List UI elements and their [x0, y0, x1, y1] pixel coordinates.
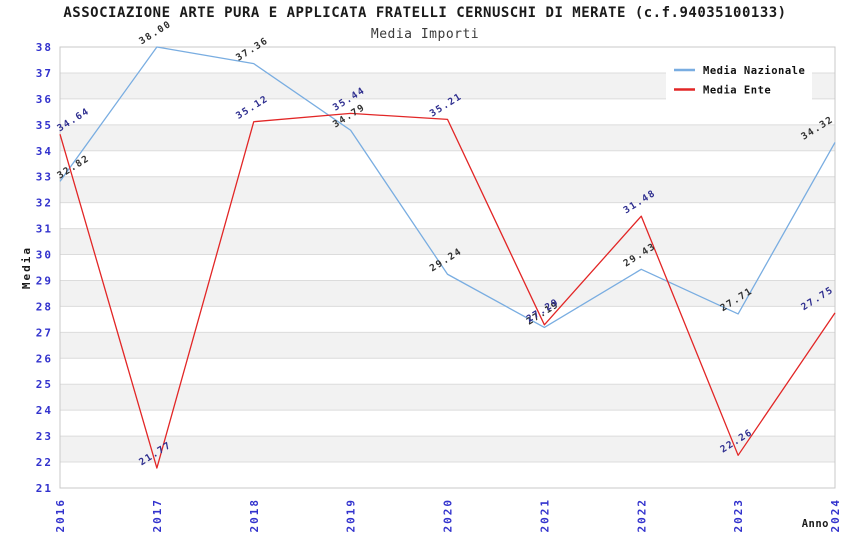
y-tick-label: 26: [36, 352, 53, 365]
x-tick-label: 2021: [538, 498, 551, 533]
y-tick-label: 36: [36, 93, 53, 106]
x-tick-label: 2018: [248, 498, 261, 533]
series-line-media-nazionale: [59, 46, 836, 329]
x-tick-label: 2022: [635, 498, 648, 533]
plot-border: [59, 46, 836, 489]
series-line-media-ente: [59, 112, 836, 469]
plot-band: [60, 202, 835, 229]
plot-band: [60, 436, 835, 463]
x-tick-label: 2019: [345, 498, 358, 533]
x-tick-label: 2017: [151, 498, 164, 533]
y-tick-label: 21: [36, 482, 53, 495]
y-tick-label: 35: [36, 119, 53, 132]
x-tick-label: 2023: [732, 498, 745, 533]
y-tick-label: 32: [36, 197, 53, 210]
legend-item-label: Media Nazionale: [703, 65, 805, 77]
plot-band: [60, 384, 835, 411]
plot-band: [60, 124, 835, 151]
plot-band: [60, 410, 835, 437]
y-tick-label: 29: [36, 274, 53, 287]
y-tick-label: 30: [36, 249, 53, 262]
y-tick-label: 33: [36, 171, 53, 184]
plot-band: [60, 150, 835, 177]
y-tick-label: 37: [36, 67, 53, 80]
plot-band: [60, 280, 835, 307]
plot-band: [60, 228, 835, 255]
y-tick-label: 23: [36, 430, 53, 443]
plot-band: [60, 358, 835, 385]
y-tick-label: 22: [36, 456, 53, 469]
x-axis-label: Anno: [802, 518, 829, 530]
plot-band: [60, 462, 835, 488]
x-tick-label: 2016: [54, 498, 67, 533]
y-tick-label: 24: [36, 404, 53, 417]
plot-band: [60, 176, 835, 203]
y-tick-label: 28: [36, 300, 53, 313]
chart-title: ASSOCIAZIONE ARTE PURA E APPLICATA FRATE…: [63, 5, 787, 21]
plot-band: [60, 254, 835, 281]
y-tick-label: 31: [36, 223, 53, 236]
y-tick-label: 38: [36, 41, 53, 54]
plot-band: [60, 306, 835, 333]
x-tick-label: 2024: [829, 498, 842, 533]
plot-band: [60, 332, 835, 359]
x-tick-label: 2020: [442, 498, 455, 533]
y-tick-label: 25: [36, 378, 53, 391]
y-tick-label: 34: [36, 145, 53, 158]
chart-subtitle: Media Importi: [370, 27, 480, 42]
y-axis-label: Media: [20, 246, 33, 289]
y-tick-label: 27: [36, 326, 53, 339]
legend-box: [666, 57, 812, 104]
legend-item-label: Media Ente: [703, 84, 771, 96]
